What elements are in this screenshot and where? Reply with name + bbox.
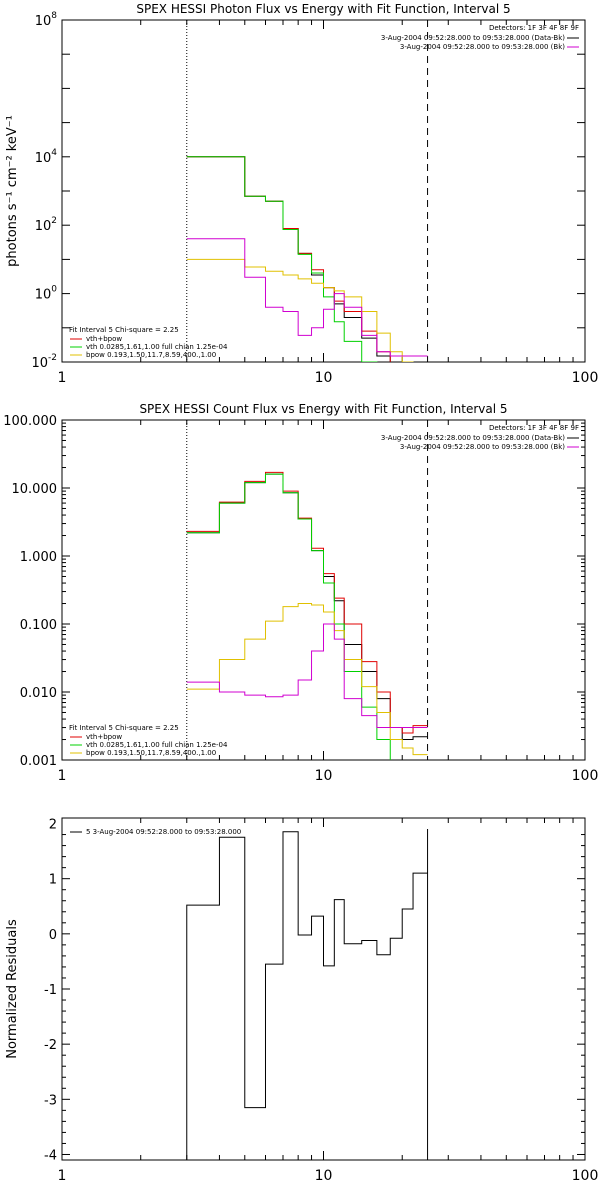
x-tick-label: 100 <box>572 1168 599 1184</box>
series-3-line <box>186 156 378 362</box>
series-5-line <box>186 623 428 729</box>
x-tick-label: 10 <box>315 1168 333 1184</box>
legend-left-entry: bpow 0.193,1.50,11.7,8.59,400.,1.00 <box>86 351 216 359</box>
chart-title: SPEX HESSI Count Flux vs Energy with Fit… <box>139 402 507 416</box>
y-tick-exponent: 8 <box>51 11 57 21</box>
x-tick-label: 1 <box>58 1168 67 1184</box>
y-tick-label: -3 <box>44 1093 57 1108</box>
y-tick-exponent: 2 <box>51 216 57 226</box>
legend-right-entry: 3-Aug-2004 09:52:28.000 to 09:53:28.000 … <box>381 34 565 42</box>
legend-left-entry: vth+bpow <box>86 733 122 741</box>
y-tick-base: 10 <box>35 14 52 29</box>
y-tick-label: 10-2 <box>31 353 57 371</box>
x-tick-label: 10 <box>315 768 333 784</box>
legend-right-entry: 3-Aug-2004 09:52:28.000 to 09:53:28.000 … <box>400 43 565 51</box>
legend-left-header: Fit Interval 5 Chi-square = 2.25 <box>69 326 179 334</box>
y-tick-exponent: -2 <box>48 353 57 363</box>
legend-left-entry: bpow 0.193,1.50,11.7,8.59,400.,1.00 <box>86 749 216 757</box>
y-tick-label: 0 <box>49 928 57 943</box>
x-tick-label: 1 <box>58 370 67 386</box>
x-tick-label: 100 <box>572 768 599 784</box>
y-tick-label: -1 <box>44 983 57 998</box>
x-tick-label: 10 <box>315 370 333 386</box>
legend-right-entry: 3-Aug-2004 09:52:28.000 to 09:53:28.000 … <box>381 434 565 442</box>
legend-right-entry: 3-Aug-2004 09:52:28.000 to 09:53:28.000 … <box>400 443 565 451</box>
series-4-line <box>186 258 414 362</box>
x-tick-label: 100 <box>572 370 599 386</box>
chart-2: SPEX HESSI Count Flux vs Energy with Fit… <box>3 402 598 784</box>
plot-frame <box>61 817 586 1161</box>
y-axis-label: Normalized Residuals <box>5 919 20 1059</box>
legend-left-header: Fit Interval 5 Chi-square = 2.25 <box>69 724 179 732</box>
y-tick-label: 0.010 <box>20 686 57 701</box>
series-3-line <box>186 473 391 760</box>
y-tick-label: 100.000 <box>3 414 57 429</box>
chart-3: 1 10 100 -4 -3 -2 -1 0 1 2 Normalized Residuals 5 3… <box>5 817 599 1184</box>
y-tick-label: 1 <box>49 873 57 888</box>
x-tick-label: 1 <box>58 768 67 784</box>
legend-left-entry: 5 3-Aug-2004 09:52:28.000 to 09:53:28.00… <box>86 828 241 836</box>
plot-frame <box>61 419 586 761</box>
y-tick-label: 102 <box>35 216 57 234</box>
chart-title: SPEX HESSI Photon Flux vs Energy with Fi… <box>136 2 510 16</box>
legend-left-entry: vth 0.0285,1.61,1.00 full chian 1.25e-04 <box>86 343 228 351</box>
y-tick-label: 0.100 <box>20 618 57 633</box>
y-tick-base: 10 <box>35 219 52 234</box>
y-tick-base: 10 <box>31 356 48 371</box>
series-5-line <box>186 238 428 357</box>
y-tick-label: 104 <box>35 148 58 166</box>
legend-left-entry: vth 0.0285,1.61,1.00 full chian 1.25e-04 <box>86 741 228 749</box>
y-tick-exponent: 4 <box>51 148 57 158</box>
chart-1: SPEX HESSI Photon Flux vs Energy with Fi… <box>5 2 599 386</box>
y-tick-label: 100 <box>35 285 58 303</box>
y-tick-label: 10.000 <box>12 482 58 497</box>
y-tick-label: -4 <box>44 1148 57 1163</box>
y-tick-label: -2 <box>44 1038 57 1053</box>
y-tick-exponent: 0 <box>51 285 57 295</box>
series-2-line <box>186 471 428 734</box>
y-tick-base: 10 <box>35 151 52 166</box>
y-tick-label: 2 <box>49 818 57 833</box>
series-group <box>186 156 428 362</box>
series-4-line <box>186 603 428 756</box>
series-1-line <box>186 473 428 741</box>
y-tick-label: 1.000 <box>20 550 57 565</box>
legend-right-header: Detectors: 1F 3F 4F 8F 9F <box>489 424 579 432</box>
y-tick-label: 108 <box>35 11 58 29</box>
series-group <box>186 471 428 760</box>
y-axis-label: photons s⁻¹ cm⁻² keV⁻¹ <box>5 115 20 267</box>
y-tick-base: 10 <box>35 288 52 303</box>
series-1-line <box>186 829 429 1160</box>
y-tick-label: 0.001 <box>20 754 57 769</box>
legend-left-entry: vth+bpow <box>86 335 122 343</box>
series-group <box>186 829 429 1160</box>
legend-right-header: Detectors: 1F 3F 4F 8F 9F <box>489 24 579 32</box>
